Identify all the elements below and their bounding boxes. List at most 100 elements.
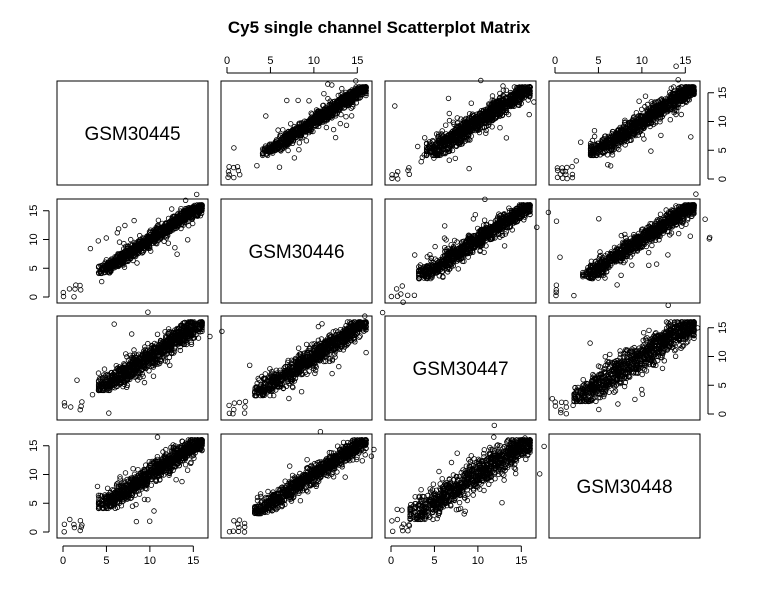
data-point	[87, 245, 94, 252]
data-point	[230, 164, 237, 171]
data-point	[642, 93, 649, 99]
data-point	[226, 171, 232, 178]
data-point	[290, 130, 297, 136]
data-point	[184, 237, 191, 243]
data-point	[330, 103, 336, 110]
data-point	[343, 122, 350, 128]
data-point	[688, 134, 694, 140]
data-point	[330, 126, 337, 133]
data-point	[636, 98, 642, 104]
panel-GSM30446-vs-GSM30445	[60, 191, 205, 300]
data-point	[263, 113, 269, 119]
data-point	[483, 130, 489, 136]
data-point	[323, 124, 330, 131]
data-point	[289, 140, 296, 146]
data-point	[344, 102, 350, 109]
data-point	[337, 120, 343, 127]
panel-GSM30445-vs-GSM30447	[389, 77, 537, 182]
data-point	[277, 132, 283, 138]
data-point	[363, 85, 369, 91]
data-point	[284, 97, 290, 104]
data-point	[346, 93, 353, 100]
data-point	[501, 243, 508, 249]
data-point	[293, 131, 300, 138]
data-point	[296, 140, 303, 146]
data-point	[392, 103, 398, 109]
data-point	[362, 84, 368, 90]
data-point	[418, 158, 424, 165]
data-point	[297, 134, 304, 141]
data-point	[400, 299, 406, 305]
data-point	[274, 143, 281, 149]
data-point	[399, 283, 405, 289]
data-point	[564, 164, 570, 171]
data-point	[569, 163, 575, 170]
data-point	[174, 251, 180, 257]
data-point	[394, 293, 401, 299]
data-point	[348, 113, 355, 119]
data-point	[297, 120, 303, 126]
data-point	[185, 222, 192, 229]
data-point	[673, 63, 679, 69]
panel-GSM30445-vs-GSM30446	[225, 78, 398, 181]
data-point	[432, 243, 438, 250]
data-point	[303, 138, 310, 144]
data-point	[500, 83, 506, 89]
data-point	[325, 81, 331, 87]
data-point	[338, 95, 344, 101]
data-point	[131, 217, 137, 224]
data-point	[361, 85, 367, 91]
data-point	[127, 236, 134, 243]
data-point	[578, 139, 584, 145]
data-point	[431, 155, 437, 161]
data-point	[388, 293, 395, 300]
data-point	[398, 291, 404, 297]
panel-GSM30446-vs-GSM30447	[388, 196, 560, 305]
data-point	[231, 145, 237, 151]
data-point	[193, 191, 200, 198]
data-point	[500, 87, 507, 93]
data-point	[340, 101, 346, 108]
data-point	[318, 109, 325, 116]
data-point	[292, 126, 298, 133]
data-point	[678, 111, 684, 118]
data-point	[259, 146, 266, 152]
data-point	[333, 113, 339, 119]
data-point	[442, 223, 448, 229]
data-point	[405, 292, 411, 298]
data-point	[415, 143, 421, 150]
data-point	[296, 146, 302, 153]
data-point	[339, 85, 345, 92]
data-point	[503, 135, 510, 141]
data-point	[321, 90, 327, 97]
data-point	[235, 167, 242, 174]
data-point	[559, 165, 565, 171]
data-point	[225, 168, 232, 175]
data-point	[95, 238, 101, 244]
data-point	[234, 164, 241, 170]
data-point	[466, 165, 472, 172]
data-point	[311, 115, 317, 122]
data-point	[116, 239, 123, 245]
data-point	[285, 147, 291, 154]
data-point	[324, 107, 330, 113]
data-point	[332, 111, 339, 117]
data-point	[648, 148, 654, 154]
data-point	[103, 235, 109, 241]
data-point	[573, 158, 579, 164]
data-point	[352, 92, 359, 98]
data-point	[641, 136, 647, 142]
data-point	[134, 260, 140, 266]
data-point	[446, 110, 452, 117]
data-point	[412, 252, 418, 258]
data-point	[329, 82, 335, 88]
data-point	[231, 174, 237, 181]
data-point	[317, 109, 323, 116]
data-point	[321, 112, 328, 119]
data-point	[172, 244, 178, 251]
data-point	[422, 135, 428, 141]
data-point	[295, 97, 301, 104]
data-point	[445, 95, 452, 102]
data-point	[341, 94, 347, 101]
data-point	[352, 95, 358, 102]
